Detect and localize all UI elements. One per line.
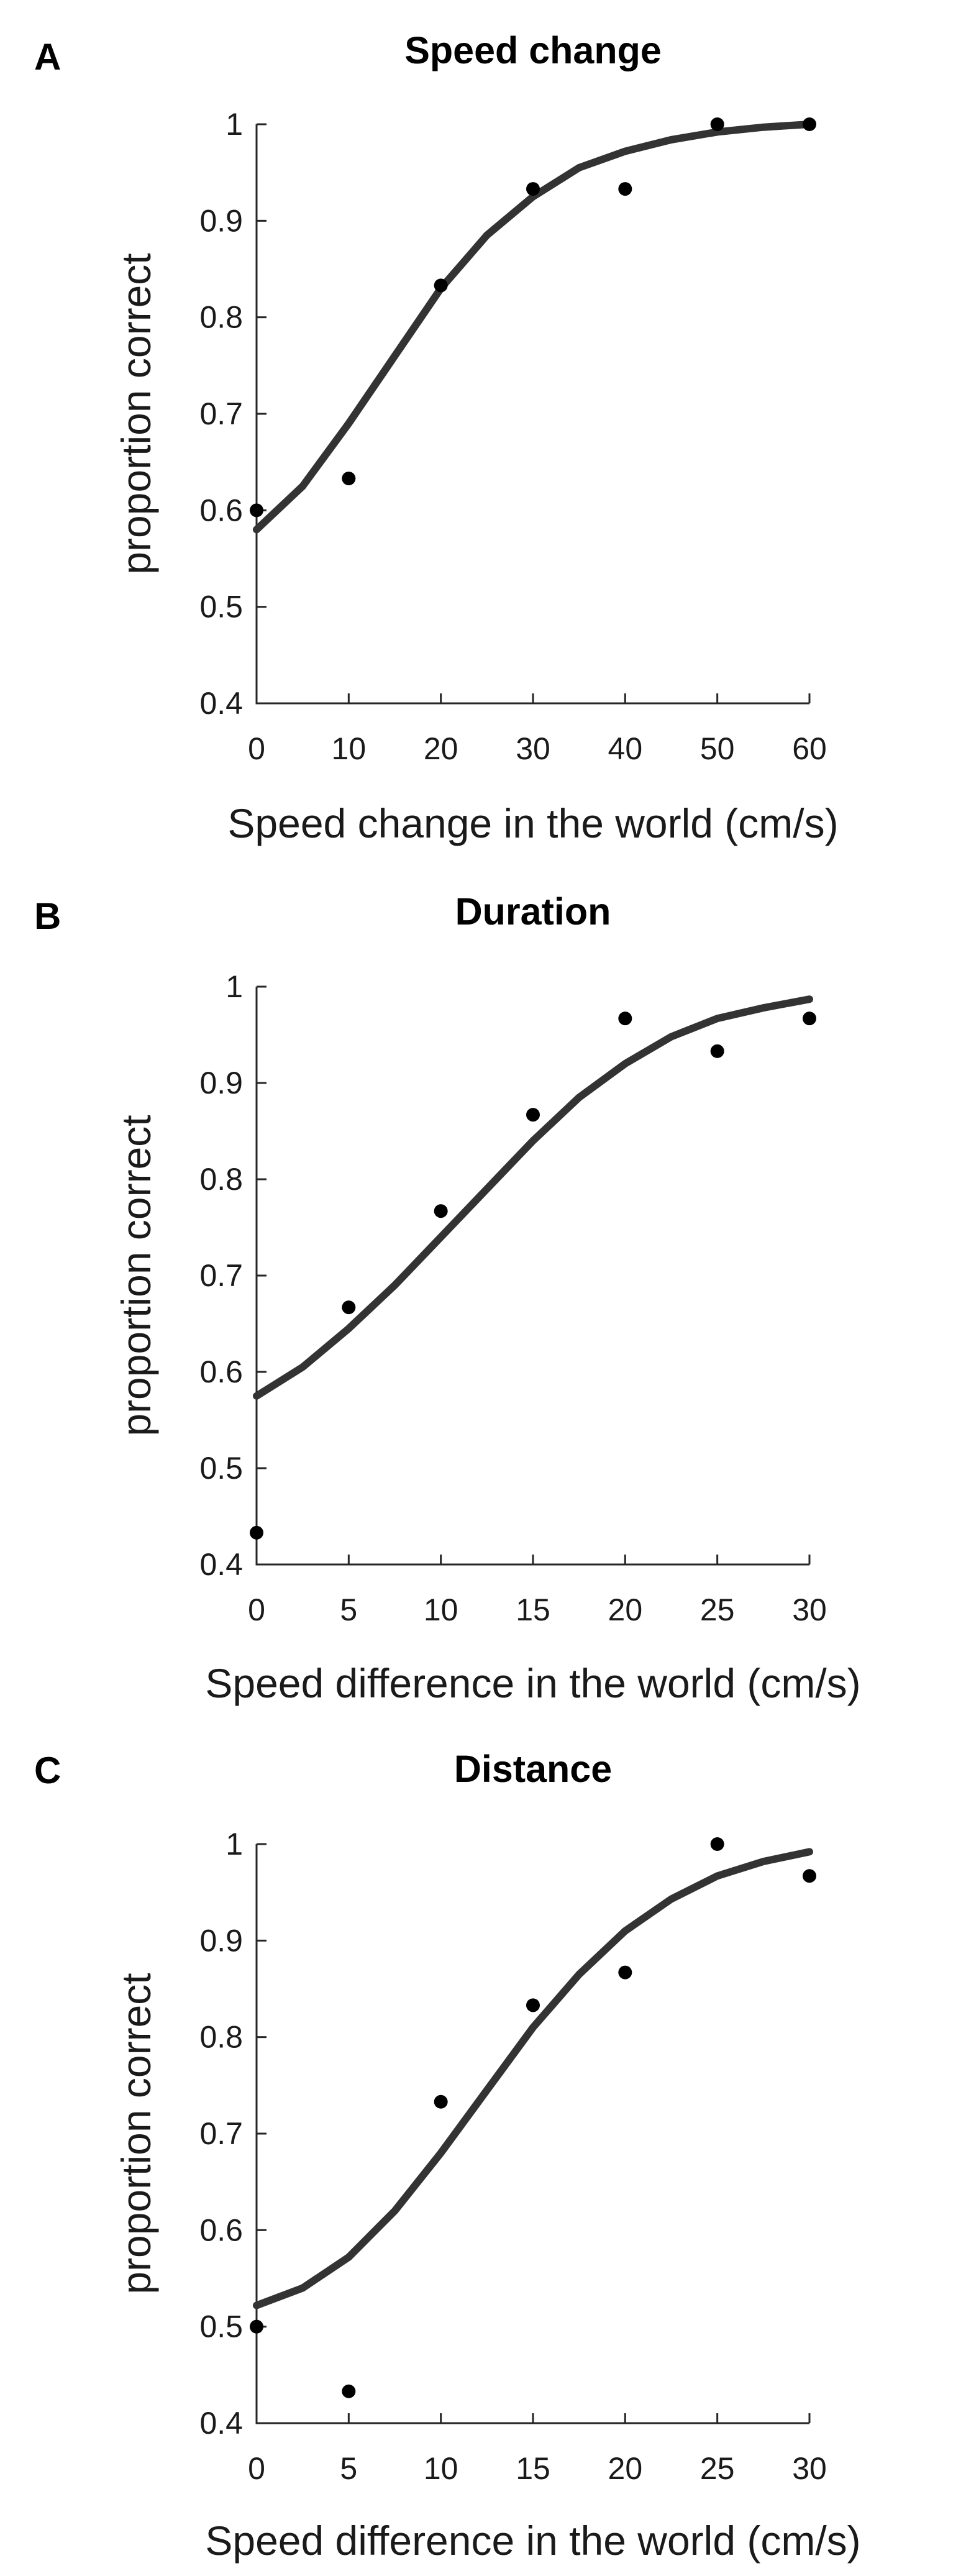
axes-lines [255,987,809,1566]
y-tick-label: 0.9 [199,1066,243,1100]
x-tick-label: 25 [700,1592,735,1627]
data-point [250,2319,263,2334]
y-tick-label: 1 [226,107,243,142]
x-tick-label: 20 [608,2451,643,2486]
data-point [434,2094,448,2109]
panel-label: C [34,1750,61,1791]
x-tick-label: 5 [340,2451,357,2486]
y-tick-label: 0.8 [199,2020,243,2055]
y-tick-label: 0.6 [199,1354,243,1389]
data-point [710,117,724,131]
y-axis-label: proportion correct [113,253,159,574]
x-tick-label: 10 [424,2451,458,2486]
data-point [434,278,448,293]
data-point [618,1012,632,1026]
data-point [803,1012,816,1026]
x-tick-label: 60 [792,731,827,766]
data-point [526,1998,540,2012]
x-tick-label: 20 [608,1592,643,1627]
y-tick-label: 0.5 [199,590,243,624]
y-tick-label: 0.7 [199,1258,243,1293]
x-tick-label: 15 [516,1592,550,1627]
fit-curve [253,1848,813,2309]
y-tick-label: 0.4 [199,2406,243,2441]
x-tick-label: 0 [248,1592,265,1627]
x-tick-label: 5 [340,1592,357,1627]
y-tick-label: 0.4 [199,686,243,721]
x-tick-label: 0 [248,731,265,766]
y-tick-label: 0.4 [199,1547,243,1582]
y-tick-label: 0.8 [199,1162,243,1197]
data-point [250,1525,263,1540]
x-tick-label: 20 [424,731,458,766]
data-point [803,1869,816,1883]
x-tick-label: 10 [332,731,367,766]
panel-label: A [34,36,61,78]
x-tick-label: 30 [792,1592,827,1627]
y-tick-label: 0.7 [199,2116,243,2151]
chart-title: Distance [454,1748,612,1790]
data-point [803,117,816,131]
y-tick-label: 0.5 [199,1451,243,1486]
x-tick-label: 50 [700,731,735,766]
axes-lines [255,1844,809,2424]
data-point [342,472,356,486]
y-tick-label: 0.9 [199,203,243,238]
y-axis-label: proportion correct [113,1973,159,2294]
y-tick-label: 0.6 [199,493,243,528]
data-point [710,1837,724,1851]
y-tick-label: 0.5 [199,2309,243,2344]
data-point [434,1204,448,1218]
x-tick-label: 40 [608,731,643,766]
fit-curve [253,121,813,534]
axes-lines [255,124,809,705]
x-tick-label: 0 [248,2451,265,2486]
data-point [710,1044,724,1058]
y-tick-label: 1 [226,969,243,1004]
y-tick-label: 0.9 [199,1923,243,1958]
y-tick-label: 1 [226,1827,243,1861]
x-tick-label: 10 [424,1592,458,1627]
data-point [342,1300,356,1315]
x-tick-label: 30 [516,731,550,766]
x-axis-label: Speed difference in the world (cm/s) [205,2518,860,2564]
data-point [618,182,632,196]
y-tick-label: 0.6 [199,2213,243,2247]
x-tick-label: 25 [700,2451,735,2486]
data-point [342,2384,356,2398]
panel-label: B [34,895,61,937]
x-axis-label: Speed change in the world (cm/s) [227,800,838,846]
fit-curve [253,995,813,1400]
x-tick-label: 15 [516,2451,550,2486]
y-tick-label: 0.7 [199,396,243,431]
y-axis-label: proportion correct [113,1115,159,1436]
data-point [526,1108,540,1122]
y-tick-label: 0.8 [199,300,243,335]
x-tick-label: 30 [792,2451,827,2486]
x-axis-label: Speed difference in the world (cm/s) [205,1660,860,1706]
data-point [250,503,263,518]
data-point [526,182,540,196]
chart-title: Duration [455,890,611,933]
data-point [618,1965,632,1980]
chart-title: Speed change [404,29,662,71]
